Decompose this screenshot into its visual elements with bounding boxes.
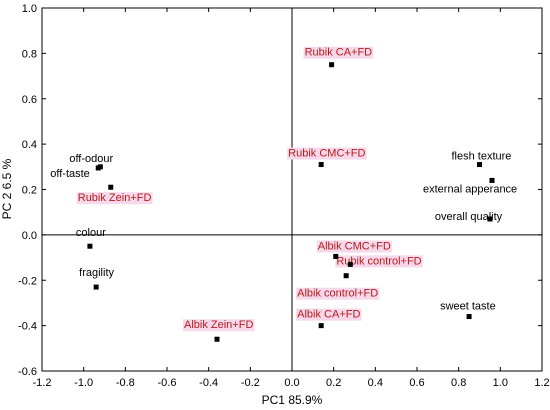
point-label-colour: colour [76,227,106,239]
point-marker-flesh-texture [477,162,482,168]
point-label-rubik-control-fd: Rubik control+FD [336,255,421,267]
label-highlight [287,147,367,160]
point-labels: off-odour off-taste Rubik Zein+FD colour fra… [50,46,517,332]
x-tick-label: 0.6 [409,377,424,389]
x-tick-label: -0.6 [158,377,177,389]
y-tick-label: 0.4 [22,139,37,151]
y-tick-label: 0.6 [22,94,37,106]
label-highlight [303,46,374,59]
point-label-albik-control-fd: Albik control+FD [297,288,378,300]
y-tick-label: 0.2 [22,185,37,197]
y-tick-label: 0.8 [22,48,37,60]
x-tick-label: -1.0 [74,377,93,389]
label-highlight [316,240,392,253]
point-label-rubik-cmc-fd: Rubik CMC+FD [288,148,365,160]
x-tick-label: -0.8 [116,377,135,389]
point-marker-rubik-ca-fd [329,62,335,68]
point-marker-albik-control-fd [343,273,349,279]
label-highlight [335,255,423,268]
point-markers [87,62,495,342]
x-tick-label: -0.4 [199,377,218,389]
point-marker-sweet-taste [466,314,472,320]
label-highlight [183,319,255,332]
point-label-rubik-zein-fd: Rubik Zein+FD [78,192,152,204]
point-marker-overall-quality [487,216,493,222]
y-tick-label: 0.0 [22,230,37,242]
point-marker-off-taste [95,165,101,171]
point-label-albik-cmc-fd: Albik CMC+FD [318,240,391,252]
reference-lines [42,8,542,371]
point-label-off-odour: off-odour [69,153,113,165]
point-marker-rubik-cmc-fd [318,162,324,168]
y-axis-label: PC 2 6.5 % [0,158,14,219]
point-marker-rubik-control-fd [347,261,353,267]
y-tick-label: -0.2 [18,275,37,287]
x-tick-label: 1.0 [493,377,508,389]
x-tick-label: 0.0 [284,377,299,389]
x-tick-label: -1.2 [33,377,52,389]
point-marker-external-apperance [489,177,495,183]
x-tick-label: 1.2 [534,377,549,389]
point-label-fragility: fragility [79,267,114,279]
point-label-albik-ca-fd: Albik CA+FD [297,309,360,321]
point-label-overall-quality: overall quality [435,211,503,223]
label-highlight [296,287,380,300]
x-tick-label: 0.8 [451,377,466,389]
point-marker-albik-cmc-fd [333,253,339,259]
axis-ticks: -1.2 -1.0 -0.8 -0.6 -0.4 -0.2 0.0 0.2 0.4 0.6 0.8 1… [18,3,550,389]
point-label-off-taste: off-taste [50,168,90,180]
data-points: off-odour off-taste Rubik Zein+FD colour fra… [50,46,517,342]
point-label-external-apperance: external apperance [423,183,517,195]
point-label-rubik-ca-fd: Rubik CA+FD [305,47,373,59]
y-tick-label: 1.0 [22,3,37,15]
point-label-sweet-taste: sweet taste [440,301,496,313]
point-label-flesh-texture: flesh texture [452,151,512,163]
point-label-albik-zein-fd: Albik Zein+FD [184,319,253,331]
point-marker-rubik-zein-fd [108,184,114,190]
y-tick-label: -0.4 [18,321,37,333]
x-tick-label: 0.4 [368,377,383,389]
x-tick-label: 0.2 [326,377,341,389]
label-highlight [76,192,153,205]
point-marker-albik-zein-fd [214,336,220,342]
point-marker-fragility [93,284,99,290]
x-axis-label: PC1 85.9% [262,393,323,407]
label-highlight [296,308,362,321]
x-tick-label: -0.2 [241,377,260,389]
y-tick-label: -0.6 [18,366,37,378]
point-marker-albik-ca-fd [318,323,324,329]
point-marker-colour [87,243,93,249]
